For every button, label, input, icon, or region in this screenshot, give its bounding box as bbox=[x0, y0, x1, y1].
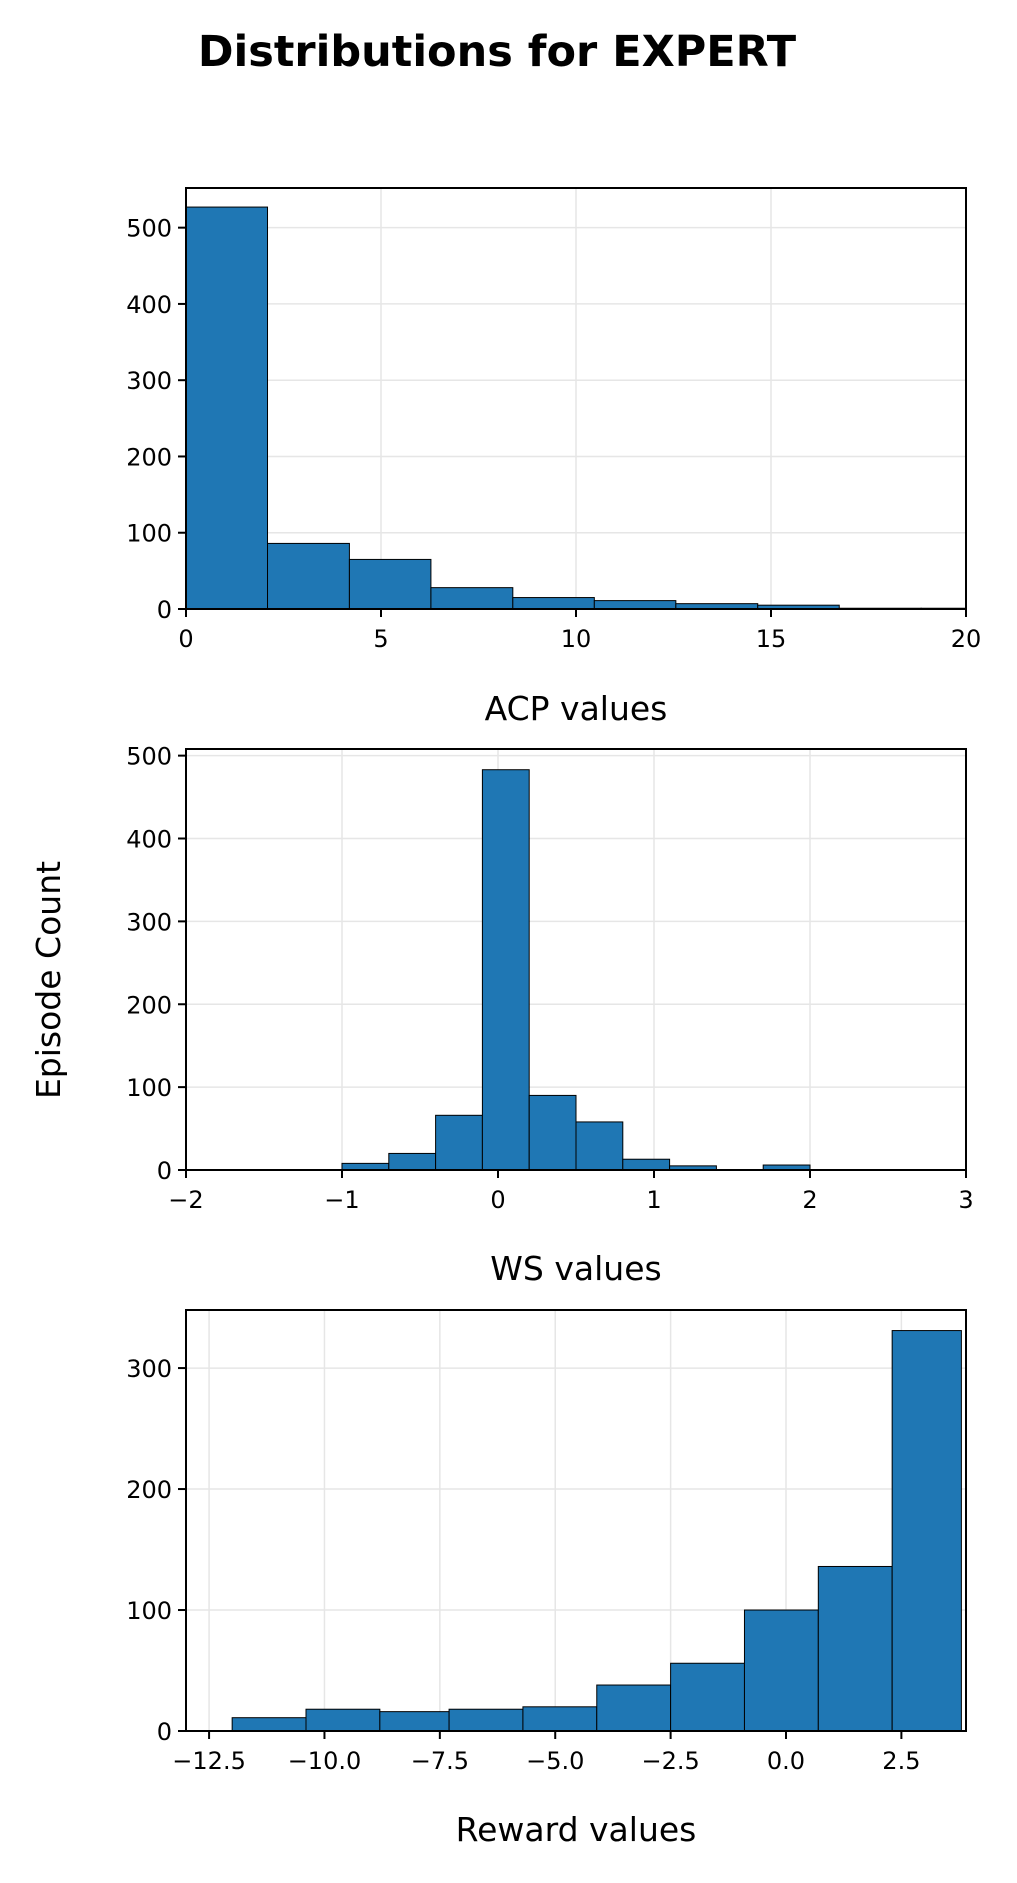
reward-bar bbox=[596, 1684, 672, 1732]
ws-x-tick-label: 0 bbox=[490, 1186, 505, 1214]
acp-x-tick-label: 15 bbox=[756, 625, 787, 653]
ws-y-tick-label: 300 bbox=[126, 908, 172, 936]
acp-y-tick-label: 400 bbox=[126, 291, 172, 319]
acp-y-tick-label: 500 bbox=[126, 215, 172, 243]
acp-bar bbox=[593, 600, 677, 610]
acp-y-tick-label: 200 bbox=[126, 443, 172, 471]
ws-y-tick-label: 500 bbox=[126, 743, 172, 771]
acp-x-tick-label: 5 bbox=[373, 625, 388, 653]
ws-x-tick-label: −2 bbox=[168, 1186, 203, 1214]
acp-bar bbox=[430, 587, 514, 610]
reward-bar bbox=[379, 1711, 450, 1732]
reward-bar bbox=[670, 1662, 745, 1732]
ws-y-tick-label: 100 bbox=[126, 1074, 172, 1102]
acp-bar bbox=[267, 542, 350, 610]
reward-x-tick-label: −5.0 bbox=[526, 1747, 584, 1775]
reward-bar bbox=[817, 1565, 893, 1732]
reward-bar bbox=[305, 1708, 381, 1732]
reward-y-tick-label: 200 bbox=[126, 1476, 172, 1504]
reward-y-tick-label: 300 bbox=[126, 1355, 172, 1383]
acp-bar bbox=[185, 206, 269, 610]
reward-bar bbox=[743, 1609, 819, 1732]
acp-y-tick-label: 100 bbox=[126, 520, 172, 548]
reward-bar bbox=[522, 1706, 598, 1732]
acp-y-tick-label: 300 bbox=[126, 367, 172, 395]
ws-bar bbox=[481, 769, 530, 1171]
acp-x-axis-label: ACP values bbox=[485, 689, 668, 728]
acp-y-tick-label: 0 bbox=[157, 596, 172, 624]
reward-x-tick-label: 2.5 bbox=[882, 1747, 920, 1775]
acp-x-tick-label: 0 bbox=[178, 625, 193, 653]
reward-axes-frame bbox=[185, 1309, 967, 1732]
reward-x-tick-label: 0.0 bbox=[767, 1747, 805, 1775]
shared-y-axis-label: Episode Count bbox=[29, 861, 68, 1099]
ws-x-tick-label: 3 bbox=[958, 1186, 973, 1214]
ws-bar bbox=[528, 1094, 577, 1171]
acp-x-tick-label: 20 bbox=[951, 625, 982, 653]
ws-bar bbox=[575, 1121, 624, 1171]
panel-reward: −12.5 −10.0 −7.5 −5.0 −2.5 0.0 2.5 0 100 200 300 Re… bbox=[126, 1309, 967, 1849]
ws-bar bbox=[388, 1152, 437, 1171]
reward-x-tick-label: −7.5 bbox=[411, 1747, 469, 1775]
acp-x-tick-label: 10 bbox=[561, 625, 592, 653]
panel-ws: −2 −1 0 1 2 3 0 100 200 300 400 500 WS values bbox=[126, 743, 973, 1288]
reward-x-tick-label: −10.0 bbox=[288, 1747, 362, 1775]
acp-bar bbox=[348, 558, 432, 610]
ws-axes-frame bbox=[185, 748, 967, 1171]
reward-x-tick-label: −2.5 bbox=[641, 1747, 699, 1775]
reward-x-axis-label: Reward values bbox=[456, 1810, 697, 1849]
reward-x-tick-label: −12.5 bbox=[172, 1747, 246, 1775]
ws-bar bbox=[622, 1158, 671, 1171]
figure-title: Distributions for EXPERT bbox=[198, 27, 797, 77]
ws-x-axis-label: WS values bbox=[490, 1249, 661, 1288]
ws-x-tick-label: −1 bbox=[324, 1186, 359, 1214]
ws-y-tick-label: 200 bbox=[126, 991, 172, 1019]
ws-y-tick-label: 0 bbox=[157, 1157, 172, 1185]
reward-y-tick-label: 100 bbox=[126, 1597, 172, 1625]
ws-x-tick-label: 1 bbox=[646, 1186, 661, 1214]
ws-bar bbox=[435, 1114, 483, 1171]
reward-bar bbox=[891, 1330, 962, 1732]
ws-x-tick-label: 2 bbox=[802, 1186, 817, 1214]
reward-bar bbox=[231, 1717, 307, 1732]
acp-bar bbox=[512, 597, 595, 610]
reward-y-tick-label: 0 bbox=[157, 1718, 172, 1746]
reward-bar bbox=[448, 1708, 524, 1732]
ws-y-tick-label: 400 bbox=[126, 826, 172, 854]
